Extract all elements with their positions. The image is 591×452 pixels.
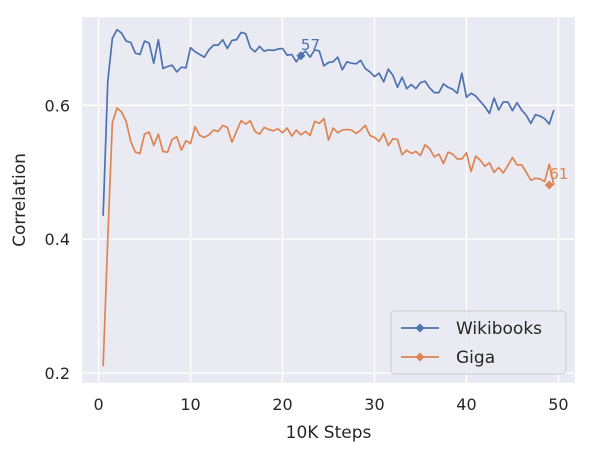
y-axis-ticks: 0.2 0.4 0.6 bbox=[45, 96, 70, 383]
series-line-giga bbox=[102, 107, 555, 367]
x-axis-label: 10K Steps bbox=[286, 423, 372, 443]
series-line-wikibooks bbox=[102, 28, 555, 216]
y-tick-label: 0.2 bbox=[45, 364, 70, 383]
x-tick-label: 40 bbox=[456, 395, 476, 414]
legend-label: Giga bbox=[456, 348, 495, 368]
x-tick-label: 20 bbox=[272, 395, 292, 414]
x-tick-label: 0 bbox=[93, 395, 103, 414]
x-axis-ticks: 0 10 20 30 40 50 bbox=[93, 395, 568, 414]
legend-label: Wikibooks bbox=[456, 319, 542, 339]
annotation-label: 57 bbox=[301, 36, 320, 54]
annotation-label: 61 bbox=[549, 165, 568, 183]
annotations: 57 61 bbox=[296, 36, 568, 190]
legend-entry: Wikibooks bbox=[401, 319, 542, 339]
legend-marker bbox=[415, 352, 425, 362]
x-tick-label: 30 bbox=[364, 395, 384, 414]
legend: Wikibooks Giga bbox=[390, 310, 567, 375]
legend-box bbox=[390, 310, 567, 375]
highlight-marker bbox=[296, 51, 306, 61]
legend-marker bbox=[415, 323, 425, 333]
legend-entry: Giga bbox=[401, 348, 495, 368]
y-tick-label: 0.6 bbox=[45, 96, 70, 115]
x-tick-label: 50 bbox=[548, 395, 568, 414]
x-tick-label: 10 bbox=[180, 395, 200, 414]
y-axis-label: Correlation bbox=[10, 153, 30, 247]
highlight-marker bbox=[544, 180, 554, 190]
series-layer bbox=[102, 28, 555, 367]
y-tick-label: 0.4 bbox=[45, 230, 70, 249]
